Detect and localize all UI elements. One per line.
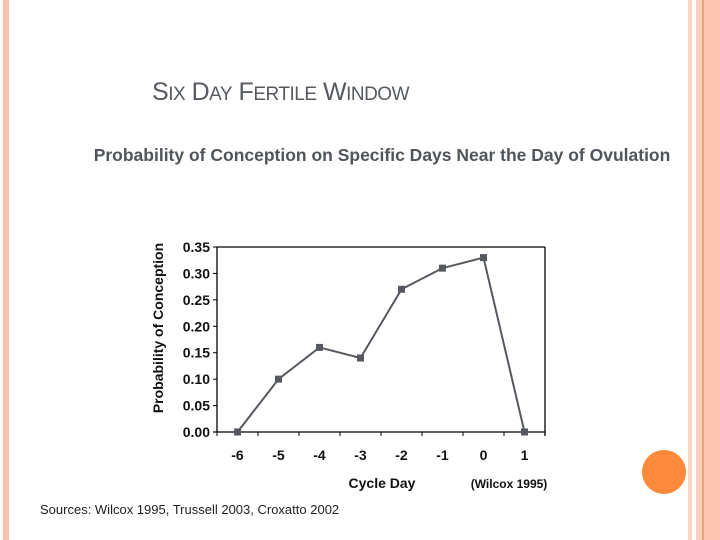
y-axis-ticks: 0.00 0.05 0.10 0.15 0.20 0.25 0.30 0.35 <box>183 239 217 440</box>
citation-annotation: (Wilcox 1995) <box>471 477 548 491</box>
left-border-stripe <box>3 0 9 540</box>
y-axis-label: Probability of Conception <box>150 243 166 413</box>
data-point-marker <box>357 354 364 362</box>
x-tick-label: -6 <box>231 447 244 463</box>
plot-frame <box>213 246 546 436</box>
data-point-marker <box>275 375 282 383</box>
sources-text: Sources: Wilcox 1995, Trussell 2003, Cro… <box>40 502 340 517</box>
right-border-stripe <box>702 0 704 540</box>
x-tick-label: -2 <box>395 447 408 463</box>
x-tick-label: -5 <box>272 447 285 463</box>
right-border-stripe <box>704 0 720 540</box>
slide-title: SIX DAY FERTILE WINDOW <box>152 78 410 106</box>
y-tick-label: 0.00 <box>183 424 210 440</box>
y-tick-label: 0.30 <box>183 265 210 281</box>
y-tick-label: 0.20 <box>183 318 210 334</box>
right-border-stripe <box>696 0 702 540</box>
data-point-marker <box>439 264 446 272</box>
x-tick-label: -4 <box>313 447 326 463</box>
accent-dot <box>642 450 686 494</box>
x-tick-label: 1 <box>521 447 529 463</box>
data-series <box>234 254 528 436</box>
x-tick-label: -3 <box>354 447 367 463</box>
y-tick-label: 0.25 <box>183 292 210 308</box>
x-axis-ticks: -6 -5 -4 -3 -2 -1 0 1 <box>216 432 546 463</box>
x-axis-label: Cycle Day <box>349 475 416 491</box>
y-tick-label: 0.05 <box>183 398 210 414</box>
data-point-marker <box>234 428 241 436</box>
data-point-marker <box>521 428 528 436</box>
y-tick-label: 0.15 <box>183 345 210 361</box>
data-point-marker <box>316 343 323 351</box>
data-point-marker <box>480 254 487 262</box>
chart-title: Probability of Conception on Specific Da… <box>93 145 671 165</box>
x-tick-label: -1 <box>436 447 449 463</box>
data-point-marker <box>398 285 405 293</box>
x-tick-label: 0 <box>480 447 488 463</box>
y-tick-label: 0.35 <box>183 239 210 255</box>
y-tick-label: 0.10 <box>183 371 210 387</box>
right-border-stripe <box>688 0 692 540</box>
